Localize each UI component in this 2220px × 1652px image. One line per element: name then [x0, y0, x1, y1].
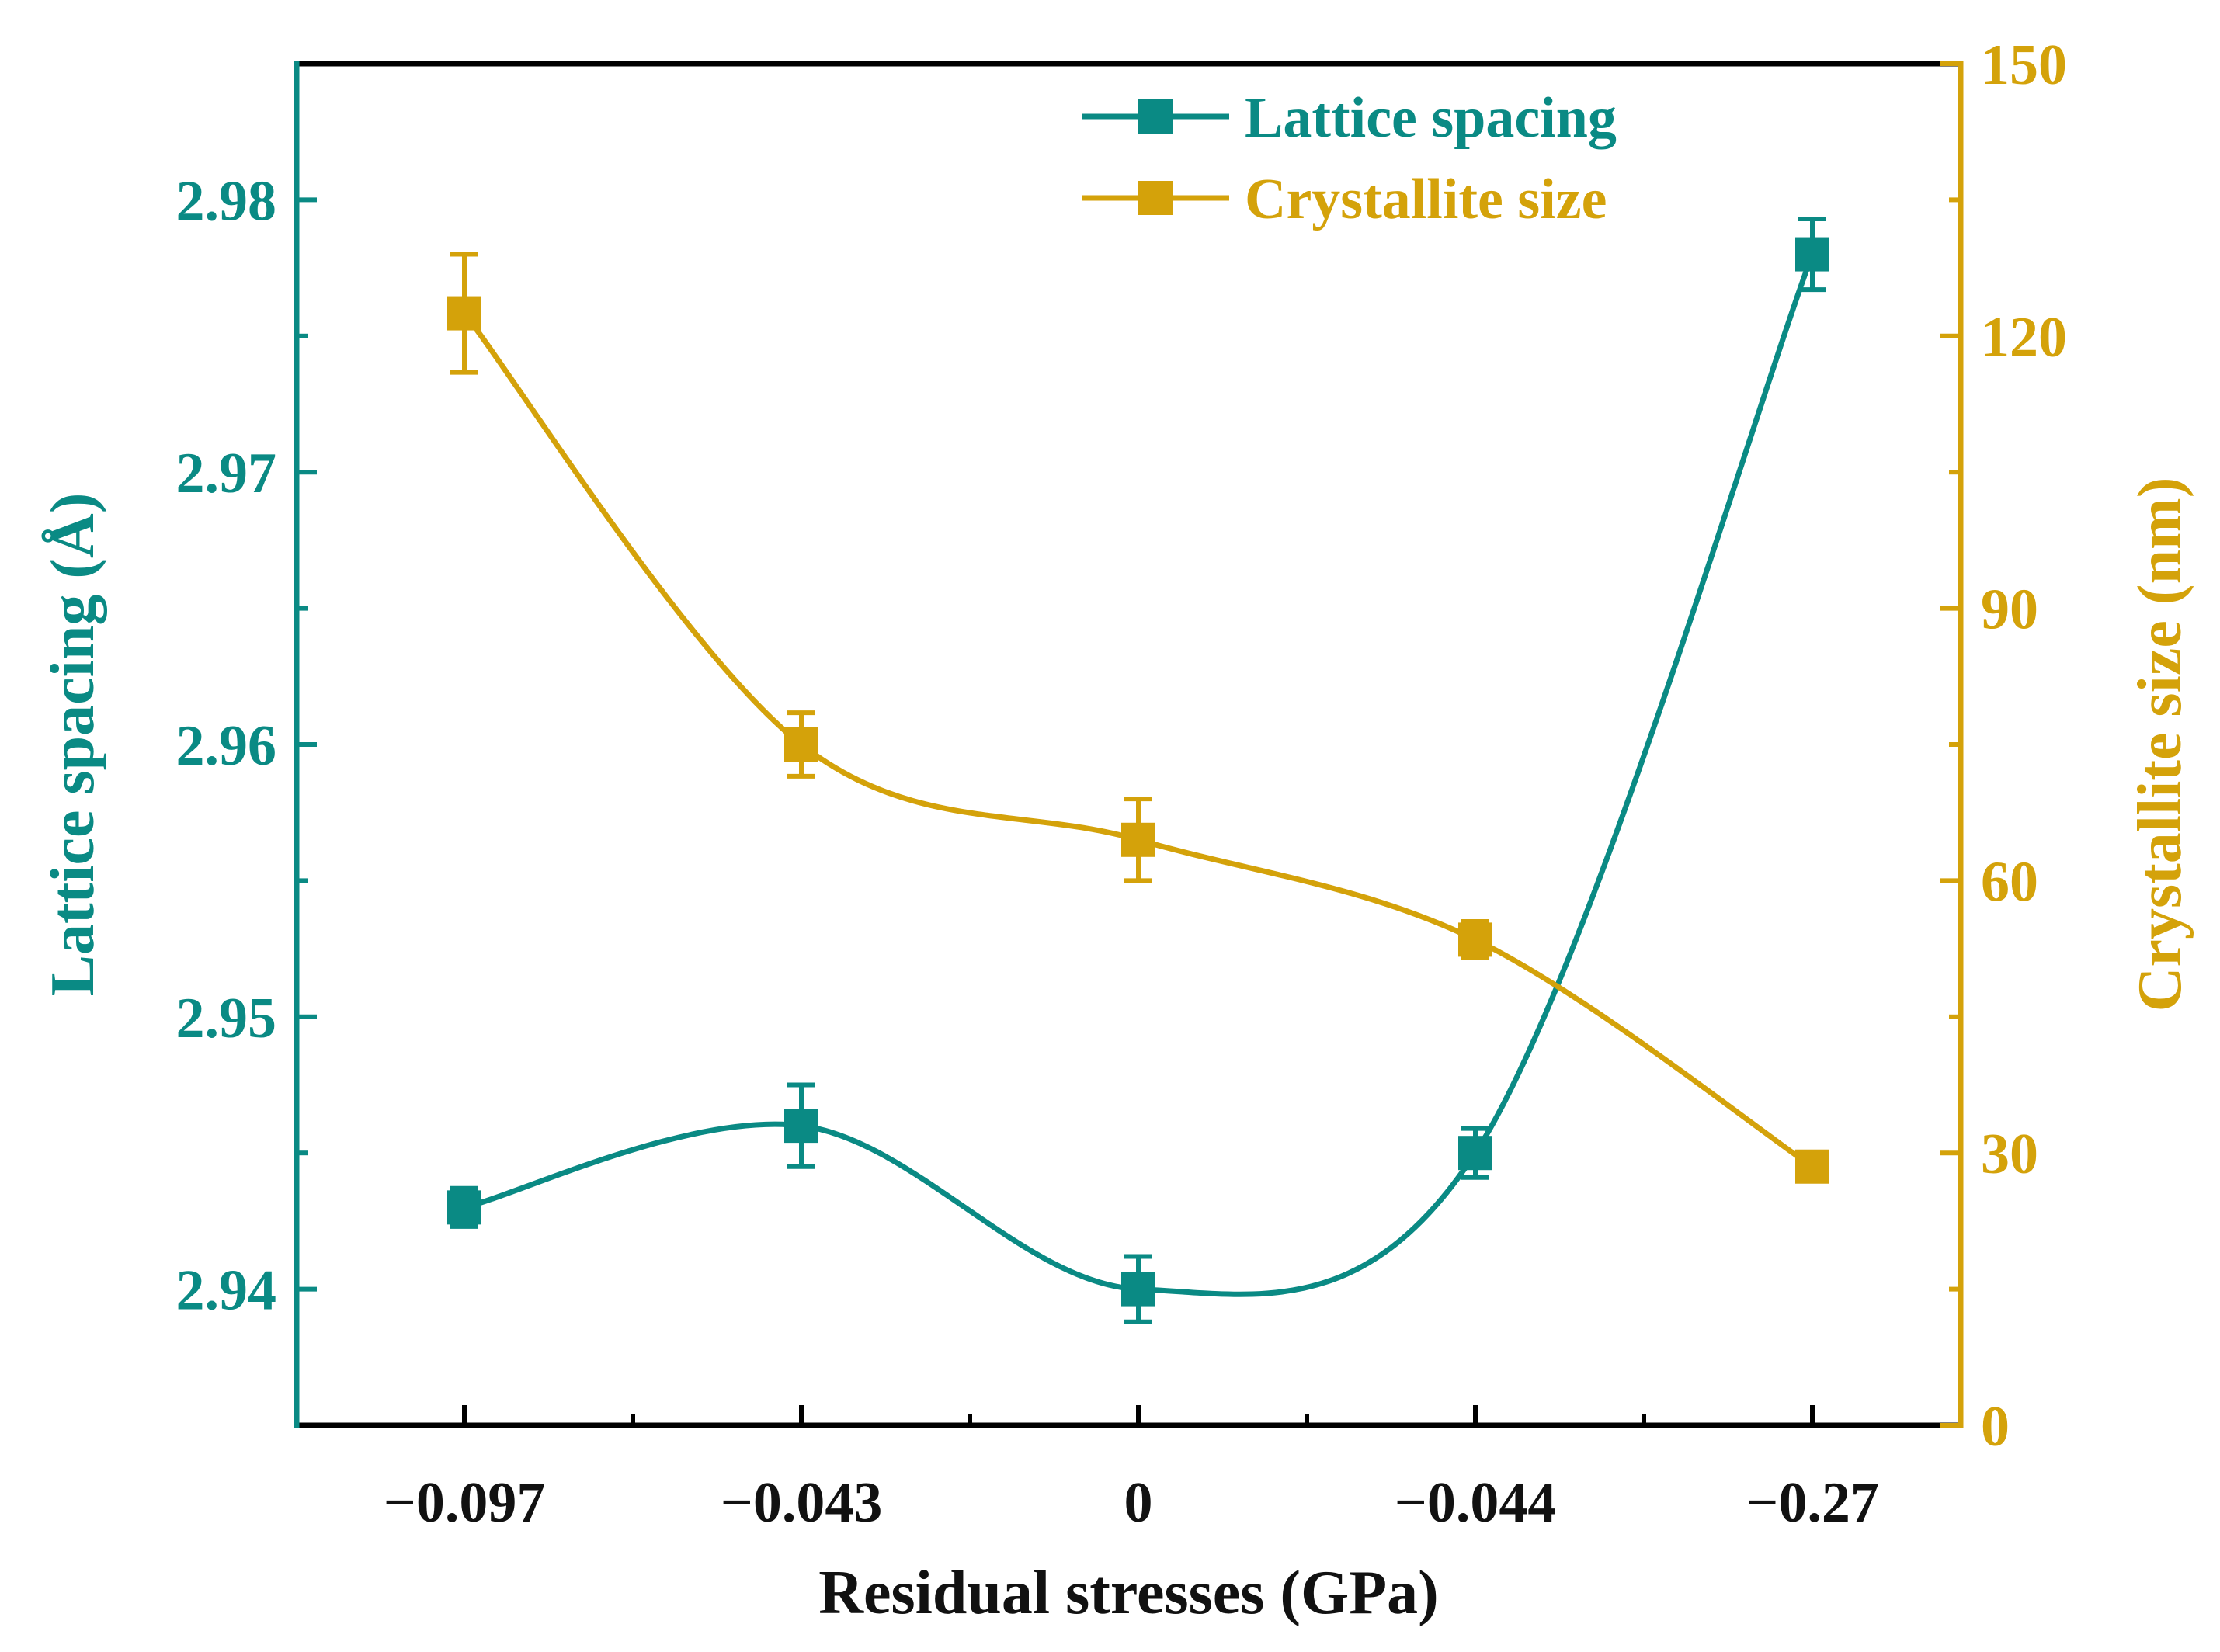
x-tick-label: −0.097 [384, 1471, 546, 1535]
right-tick-label: 150 [1981, 33, 2067, 97]
left-tick-label: 2.95 [176, 987, 277, 1050]
crystallite-size-point [1458, 922, 1492, 957]
plot-frame [294, 61, 1964, 1428]
left-axis-title: Lattice spacing (Å) [39, 493, 107, 997]
lattice-spacing-point [447, 1190, 481, 1225]
x-tick-label: −0.043 [721, 1471, 883, 1535]
lattice-spacing-curve [464, 253, 1815, 1297]
x-tick-label: −0.27 [1746, 1471, 1879, 1535]
crystallite-size-point [447, 296, 481, 331]
left-tick-label: 2.94 [176, 1259, 277, 1323]
lattice-spacing-point [1795, 237, 1829, 272]
legend-label: Lattice spacing [1245, 86, 1617, 150]
crystallite-size-point [1795, 1149, 1829, 1184]
legend-label: Crystallite size [1245, 168, 1607, 231]
left-tick-label: 2.98 [176, 169, 277, 233]
legend: Lattice spacing Crystallite size [1082, 86, 1617, 231]
x-tick-label: −0.044 [1395, 1471, 1557, 1535]
x-axis-title: Residual stresses (GPa) [818, 1559, 1438, 1627]
lattice-spacing-point [1458, 1136, 1492, 1171]
crystallite-size-point [1121, 822, 1155, 857]
axis-ticks: 2.94 2.95 2.96 2.97 2.98 0 30 60 90 120 150 −0.097 −… [176, 33, 2068, 1535]
crystallite-size-curve [462, 311, 1814, 1169]
legend-marker [1138, 99, 1173, 134]
lattice-spacing-point [1121, 1272, 1155, 1307]
data-markers [447, 216, 1829, 1324]
right-axis-title: Crystallite size (nm) [2126, 477, 2194, 1012]
x-tick-label: 0 [1124, 1471, 1153, 1535]
left-tick-label: 2.97 [176, 442, 277, 505]
left-tick-label: 2.96 [176, 714, 277, 778]
right-tick-label: 90 [1981, 578, 2038, 642]
right-tick-label: 30 [1981, 1123, 2038, 1186]
right-tick-label: 0 [1981, 1395, 2010, 1459]
lattice-spacing-point [784, 1109, 818, 1144]
right-tick-label: 60 [1981, 850, 2038, 914]
crystallite-size-point [784, 727, 818, 762]
axis-labels: Residual stresses (GPa) Lattice spacing (… [39, 477, 2194, 1627]
legend-marker [1138, 181, 1173, 215]
right-tick-label: 120 [1981, 306, 2067, 370]
fitted-curves [462, 253, 1815, 1297]
